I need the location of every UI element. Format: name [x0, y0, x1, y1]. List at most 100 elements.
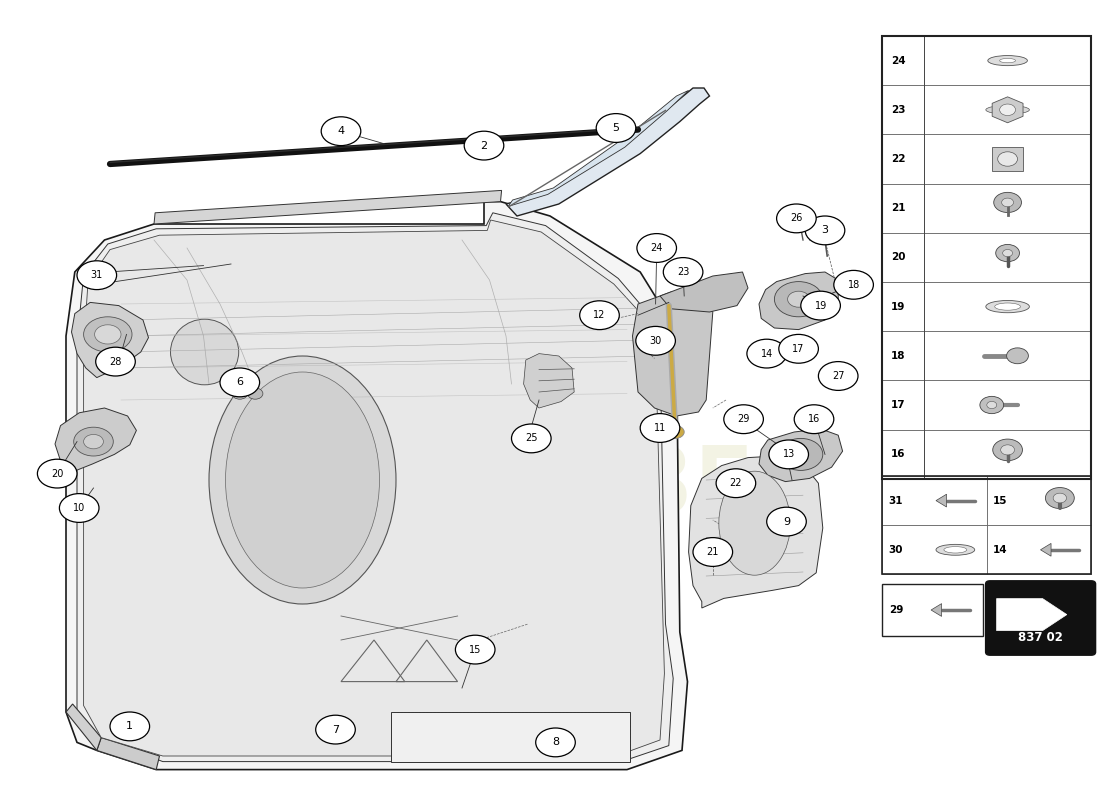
- Circle shape: [636, 326, 675, 355]
- Text: 19: 19: [891, 302, 905, 312]
- Text: 7: 7: [332, 725, 339, 734]
- Circle shape: [993, 192, 1022, 213]
- Circle shape: [1045, 487, 1075, 509]
- Circle shape: [95, 325, 121, 344]
- Circle shape: [980, 396, 1003, 414]
- Polygon shape: [97, 738, 160, 770]
- Ellipse shape: [226, 372, 380, 588]
- Ellipse shape: [719, 471, 790, 575]
- Circle shape: [779, 334, 818, 363]
- Circle shape: [769, 440, 808, 469]
- Circle shape: [794, 405, 834, 434]
- Circle shape: [996, 245, 1020, 262]
- Circle shape: [232, 388, 248, 399]
- Circle shape: [779, 438, 823, 470]
- Circle shape: [1000, 104, 1015, 115]
- FancyBboxPatch shape: [882, 331, 1091, 381]
- Circle shape: [777, 204, 816, 233]
- Text: 23: 23: [676, 267, 690, 277]
- Text: 20: 20: [891, 253, 905, 262]
- Polygon shape: [759, 272, 838, 330]
- Text: 837 02: 837 02: [1019, 630, 1063, 643]
- Text: 31: 31: [90, 270, 103, 280]
- Circle shape: [987, 402, 997, 409]
- Text: 17: 17: [891, 400, 905, 410]
- Ellipse shape: [936, 544, 975, 555]
- Circle shape: [248, 388, 263, 399]
- Text: 4: 4: [338, 126, 344, 136]
- FancyBboxPatch shape: [882, 525, 987, 574]
- FancyBboxPatch shape: [882, 36, 1091, 86]
- Polygon shape: [72, 302, 148, 378]
- FancyBboxPatch shape: [882, 233, 1091, 282]
- Text: 23: 23: [891, 105, 905, 115]
- Circle shape: [693, 538, 733, 566]
- Circle shape: [795, 210, 806, 218]
- Circle shape: [84, 317, 132, 352]
- Polygon shape: [55, 408, 136, 474]
- Circle shape: [724, 405, 763, 434]
- Text: 18: 18: [847, 280, 860, 290]
- Circle shape: [767, 507, 806, 536]
- Text: 14: 14: [993, 545, 1008, 555]
- Text: 16: 16: [807, 414, 821, 424]
- Circle shape: [110, 712, 150, 741]
- Circle shape: [220, 368, 260, 397]
- Circle shape: [747, 339, 786, 368]
- Text: 27: 27: [832, 371, 845, 381]
- Polygon shape: [506, 88, 710, 216]
- Text: 29: 29: [737, 414, 750, 424]
- Text: 9: 9: [783, 517, 790, 526]
- FancyBboxPatch shape: [882, 86, 1091, 134]
- Text: 31: 31: [889, 495, 903, 506]
- Polygon shape: [931, 603, 942, 616]
- Circle shape: [59, 494, 99, 522]
- Text: 21: 21: [706, 547, 719, 557]
- Circle shape: [1001, 445, 1014, 455]
- Circle shape: [96, 347, 135, 376]
- Text: 13: 13: [782, 450, 795, 459]
- Polygon shape: [66, 704, 101, 750]
- Circle shape: [774, 282, 823, 317]
- Text: 16: 16: [891, 450, 905, 459]
- Text: 985: 985: [561, 442, 759, 534]
- Circle shape: [788, 291, 810, 307]
- Circle shape: [821, 234, 832, 242]
- Ellipse shape: [1000, 58, 1015, 62]
- Text: 29: 29: [889, 605, 903, 615]
- Text: 19: 19: [814, 301, 827, 310]
- FancyBboxPatch shape: [992, 147, 1023, 170]
- Polygon shape: [66, 202, 687, 770]
- Text: 30: 30: [889, 545, 903, 555]
- Text: 21: 21: [891, 203, 905, 214]
- Circle shape: [1006, 348, 1028, 364]
- Circle shape: [1053, 493, 1067, 503]
- Circle shape: [801, 291, 840, 320]
- Text: 24: 24: [650, 243, 663, 253]
- Polygon shape: [632, 292, 713, 416]
- Text: 8: 8: [552, 738, 559, 747]
- Circle shape: [637, 234, 676, 262]
- Polygon shape: [508, 90, 689, 206]
- Circle shape: [596, 114, 636, 142]
- Polygon shape: [759, 429, 843, 482]
- Text: 3: 3: [822, 226, 828, 235]
- Circle shape: [512, 424, 551, 453]
- FancyBboxPatch shape: [882, 476, 987, 525]
- Text: 1: 1: [126, 722, 133, 731]
- Text: 28: 28: [109, 357, 122, 366]
- Circle shape: [455, 635, 495, 664]
- FancyBboxPatch shape: [987, 476, 1091, 525]
- FancyBboxPatch shape: [882, 584, 983, 636]
- Ellipse shape: [988, 55, 1027, 66]
- Circle shape: [74, 427, 113, 456]
- Text: 20: 20: [51, 469, 64, 478]
- Circle shape: [992, 439, 1023, 461]
- Circle shape: [77, 261, 117, 290]
- Text: 2: 2: [481, 141, 487, 150]
- Polygon shape: [992, 97, 1023, 122]
- Text: 11: 11: [653, 423, 667, 433]
- FancyBboxPatch shape: [987, 525, 1091, 574]
- Circle shape: [321, 117, 361, 146]
- FancyBboxPatch shape: [986, 581, 1096, 655]
